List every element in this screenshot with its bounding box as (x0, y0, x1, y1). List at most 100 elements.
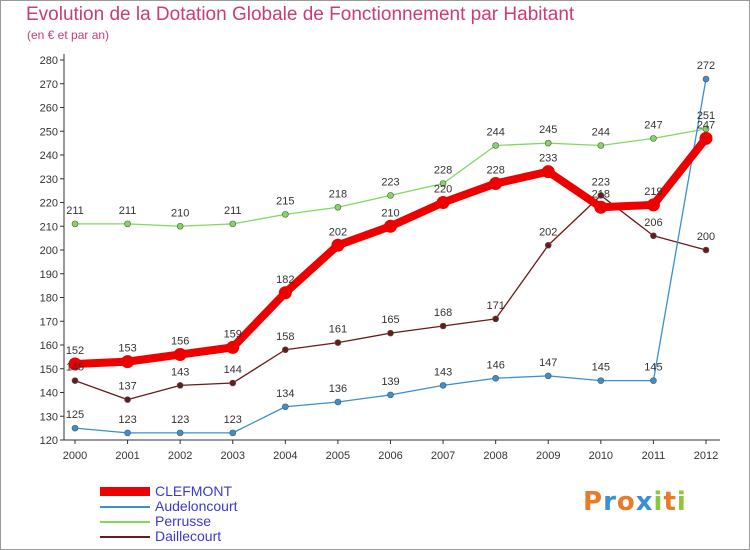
data-label-audeloncourt: 143 (434, 366, 452, 378)
y-tick-label: 200 (40, 245, 58, 257)
data-label-perrusse: 244 (486, 127, 504, 139)
data-point-daillecourt (544, 241, 552, 249)
data-label-clefmont: 247 (697, 119, 715, 131)
data-point-clefmont (489, 177, 503, 190)
chart-title: Evolution de la Dotation Globale de Fonc… (26, 4, 575, 25)
data-label-perrusse: 251 (697, 110, 715, 122)
data-point-perrusse (387, 192, 394, 199)
y-tick-label: 120 (40, 435, 58, 447)
data-point-daillecourt (387, 329, 394, 337)
logo-letter: x (635, 487, 654, 517)
x-tick-label: 2002 (168, 450, 192, 462)
data-label-audeloncourt: 145 (592, 362, 610, 374)
data-point-audeloncourt (282, 403, 289, 411)
data-label-clefmont: 228 (486, 165, 504, 177)
data-point-audeloncourt (71, 424, 79, 432)
data-label-perrusse: 215 (276, 195, 294, 207)
data-label-audeloncourt: 145 (644, 362, 662, 374)
data-point-audeloncourt (650, 377, 657, 384)
y-tick-label: 270 (40, 79, 58, 91)
data-label-clefmont: 202 (329, 226, 347, 238)
data-label-daillecourt: 161 (329, 324, 347, 336)
data-point-perrusse (282, 211, 289, 218)
data-point-daillecourt (597, 192, 605, 199)
y-tick-label: 280 (40, 55, 58, 67)
data-label-audeloncourt: 147 (539, 357, 557, 369)
y-tick-label: 240 (40, 150, 58, 162)
data-label-daillecourt: 200 (697, 231, 715, 243)
data-label-clefmont: 159 (224, 328, 242, 340)
data-label-audeloncourt: 146 (486, 359, 504, 371)
data-point-clefmont (436, 196, 450, 209)
data-label-daillecourt: 137 (118, 381, 136, 393)
data-point-clefmont (68, 357, 82, 371)
x-tick-label: 2011 (642, 450, 666, 462)
data-point-clefmont (541, 165, 555, 179)
data-point-audeloncourt (387, 391, 394, 399)
data-point-daillecourt (650, 232, 657, 240)
data-point-daillecourt (282, 346, 289, 354)
data-label-clefmont: 233 (539, 153, 557, 165)
data-point-perrusse (650, 135, 657, 142)
data-point-perrusse (71, 220, 79, 228)
data-label-daillecourt: 202 (539, 226, 557, 238)
y-tick-label: 130 (40, 411, 58, 423)
data-label-clefmont: 182 (276, 274, 294, 286)
proxiti-logo: Proxiti (583, 487, 687, 517)
logo-letter: r (603, 487, 617, 517)
data-point-daillecourt (439, 322, 447, 330)
data-point-clefmont (331, 238, 345, 252)
data-label-perrusse: 211 (224, 205, 242, 217)
y-tick-label: 250 (40, 126, 58, 138)
data-label-daillecourt: 143 (171, 366, 189, 378)
data-label-daillecourt: 165 (381, 314, 399, 326)
data-point-perrusse (597, 142, 605, 149)
legend-label-audeloncourt: Audeloncourt (155, 498, 238, 514)
data-point-daillecourt (71, 377, 79, 384)
x-tick-label: 2010 (589, 450, 613, 462)
data-label-audeloncourt: 134 (276, 388, 294, 400)
data-label-daillecourt: 158 (276, 331, 294, 343)
logo-letter: i (676, 487, 687, 517)
logo-letter: o (616, 487, 636, 517)
data-point-clefmont (173, 348, 187, 361)
legend-swatch-clefmont (100, 487, 150, 496)
y-tick-label: 140 (40, 388, 58, 400)
data-label-audeloncourt: 125 (66, 409, 84, 421)
data-point-audeloncourt (702, 75, 710, 83)
data-label-perrusse: 218 (329, 188, 347, 200)
y-tick-label: 180 (40, 293, 58, 305)
data-point-audeloncourt (439, 382, 447, 389)
data-point-clefmont (699, 131, 713, 145)
data-label-clefmont: 153 (118, 343, 136, 355)
data-point-clefmont (384, 219, 397, 233)
data-label-daillecourt: 145 (66, 362, 84, 374)
data-point-audeloncourt (229, 429, 237, 437)
data-point-audeloncourt (597, 377, 605, 384)
data-label-perrusse: 223 (381, 176, 399, 188)
y-tick-label: 230 (40, 174, 58, 186)
data-label-clefmont: 220 (434, 184, 452, 196)
data-label-perrusse: 211 (66, 205, 84, 217)
logo-letter: P (583, 487, 604, 517)
data-point-audeloncourt (334, 398, 342, 406)
x-tick-label: 2003 (221, 450, 245, 462)
x-tick-label: 2001 (115, 450, 139, 462)
data-label-audeloncourt: 123 (224, 414, 242, 426)
data-label-clefmont: 219 (644, 186, 662, 198)
chart-subtitle: (en € et par an) (27, 28, 110, 42)
data-label-daillecourt: 206 (644, 217, 662, 229)
data-point-audeloncourt (492, 374, 499, 382)
legend-swatch-perrusse (100, 521, 150, 523)
data-label-daillecourt: 168 (434, 307, 452, 319)
data-point-daillecourt (229, 379, 237, 387)
data-label-perrusse: 245 (539, 124, 557, 136)
y-tick-label: 150 (40, 364, 58, 376)
legend-label-daillecourt: Daillecourt (155, 528, 222, 544)
legend-label-clefmont: CLEFMONT (155, 483, 232, 499)
data-point-perrusse (492, 142, 499, 149)
logo-letter: i (653, 487, 664, 517)
data-label-audeloncourt: 139 (381, 376, 399, 388)
data-point-perrusse (176, 222, 184, 230)
